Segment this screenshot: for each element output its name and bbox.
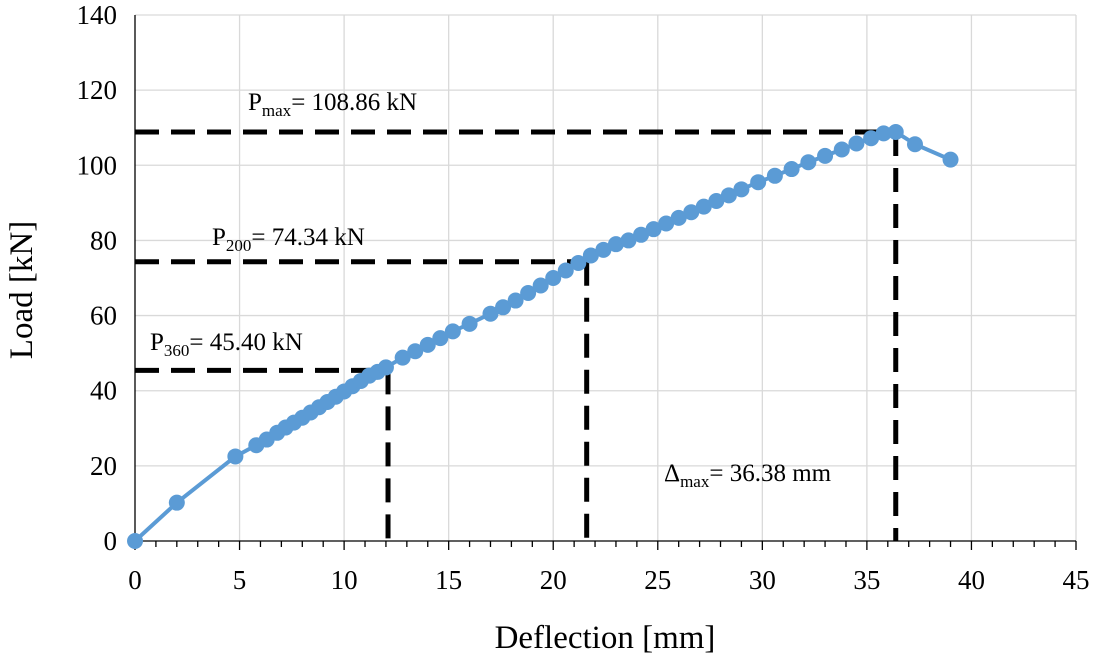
data-point <box>557 262 574 279</box>
y-tick-label: 80 <box>90 225 117 255</box>
data-point <box>733 181 750 198</box>
data-point <box>495 299 512 316</box>
data-point <box>658 215 675 232</box>
delta-max-annotation: Δmax= 36.38 mm <box>664 460 832 491</box>
reference-lines <box>135 129 899 541</box>
data-point <box>817 147 834 164</box>
data-point <box>227 448 244 465</box>
data-point <box>942 151 959 168</box>
data-point <box>875 125 892 142</box>
data-point <box>708 192 725 209</box>
axes <box>134 15 1077 550</box>
data-point <box>461 315 478 332</box>
y-tick-label: 120 <box>77 75 118 105</box>
data-series <box>127 123 959 549</box>
x-tick-label: 25 <box>644 565 671 595</box>
p360-label-main: P <box>150 329 164 356</box>
x-tick-label: 15 <box>435 565 462 595</box>
data-point <box>695 198 712 215</box>
x-tick-label: 20 <box>540 565 567 595</box>
p200-label-sub: 200 <box>226 236 252 255</box>
data-point <box>645 221 662 238</box>
data-point <box>620 232 637 249</box>
data-point <box>595 241 612 258</box>
data-point <box>720 187 737 204</box>
gridlines <box>135 14 1077 541</box>
data-point <box>848 135 865 152</box>
y-axis-title: Load [kN] <box>4 221 40 359</box>
data-point <box>520 285 537 302</box>
p360-label-value: = 45.40 kN <box>189 329 302 356</box>
data-point <box>407 343 424 360</box>
data-point <box>863 130 880 147</box>
data-point <box>783 161 800 178</box>
x-tick-label: 10 <box>331 565 358 595</box>
y-tick-label: 20 <box>90 451 117 481</box>
data-point <box>766 167 783 184</box>
data-point <box>570 254 587 271</box>
data-point <box>394 349 411 366</box>
data-point <box>532 277 549 294</box>
p360-label-sub: 360 <box>164 341 190 360</box>
x-tick-label: 35 <box>853 565 880 595</box>
data-point <box>482 305 499 322</box>
data-point <box>906 136 923 153</box>
tick-labels: 0 5 10 15 20 25 30 35 40 45 0 20 40 60 80 100 120 140 <box>77 0 1090 595</box>
data-point <box>507 292 524 309</box>
x-tick-label: 45 <box>1063 565 1090 595</box>
data-point <box>582 247 599 264</box>
x-tick-label: 40 <box>958 565 985 595</box>
p200-label-main: P <box>212 224 226 251</box>
y-tick-label: 100 <box>77 150 118 180</box>
delta-max-label-sub: max <box>680 472 710 491</box>
data-point <box>750 174 767 191</box>
x-tick-label: 30 <box>749 565 776 595</box>
data-point <box>833 141 850 158</box>
y-tick-label: 140 <box>77 0 118 30</box>
p360-annotation: P360= 45.40 kN <box>150 329 303 360</box>
data-point <box>683 204 700 221</box>
y-tick-label: 40 <box>90 376 117 406</box>
pmax-label-main: P <box>248 89 262 116</box>
x-tick-label: 5 <box>233 565 247 595</box>
pmax-annotation: Pmax= 108.86 kN <box>248 89 417 120</box>
p200-annotation: P200= 74.34 kN <box>212 224 365 255</box>
data-point <box>670 209 687 226</box>
p200-label-value: = 74.34 kN <box>251 224 364 251</box>
data-point <box>444 323 461 340</box>
data-point <box>545 270 562 286</box>
data-point <box>419 336 436 353</box>
delta-max-label-main: Δ <box>664 460 680 487</box>
data-point <box>127 533 143 549</box>
pmax-label-sub: max <box>262 101 292 120</box>
y-tick-label: 0 <box>104 526 118 556</box>
data-point <box>432 330 449 347</box>
data-point <box>887 123 904 140</box>
data-point <box>168 494 185 511</box>
pmax-label-value: = 108.86 kN <box>291 89 417 116</box>
data-point <box>633 226 650 243</box>
x-tick-label: 0 <box>128 565 142 595</box>
data-point <box>800 154 817 171</box>
delta-max-label-value: = 36.38 mm <box>709 460 831 487</box>
data-point <box>377 359 394 376</box>
x-axis-title: Deflection [mm] <box>495 620 716 656</box>
y-tick-label: 60 <box>90 301 117 331</box>
data-point <box>607 236 624 253</box>
